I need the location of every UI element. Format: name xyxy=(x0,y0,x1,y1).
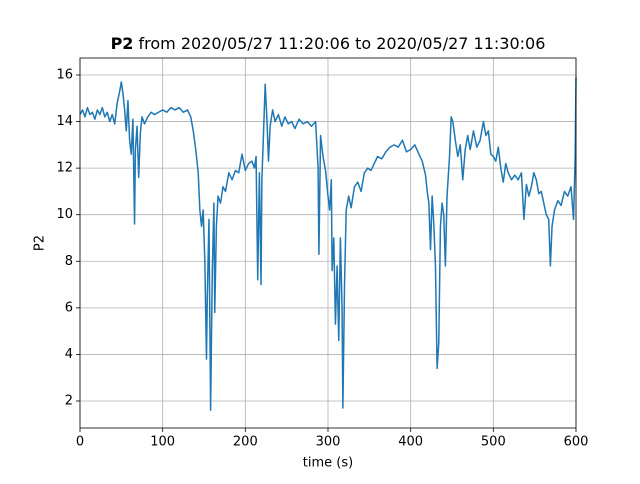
x-tick-label: 100 xyxy=(150,435,175,450)
y-tick-label: 10 xyxy=(56,207,73,222)
plot-frame xyxy=(79,57,577,429)
data-line xyxy=(79,77,577,412)
y-axis-label: P2 xyxy=(33,235,48,251)
x-tick-label: 500 xyxy=(481,435,506,450)
x-tick-label: 400 xyxy=(398,435,423,450)
x-tick-label: 0 xyxy=(76,435,84,450)
y-tick-label: 8 xyxy=(65,254,73,269)
x-tick-label: 200 xyxy=(233,435,258,450)
y-tick-label: 6 xyxy=(65,300,73,315)
x-tick-label: 300 xyxy=(316,435,341,450)
y-tick-label: 12 xyxy=(56,161,73,176)
chart-title: P2 from 2020/05/27 11:20:06 to 2020/05/2… xyxy=(111,34,546,53)
x-tick-label: 600 xyxy=(564,435,589,450)
title-bold: P2 xyxy=(111,34,134,53)
title-rest: from 2020/05/27 11:20:06 to 2020/05/27 1… xyxy=(139,34,546,53)
y-tick-label: 2 xyxy=(65,393,73,408)
y-tick-label: 16 xyxy=(56,67,73,82)
x-axis-label: time (s) xyxy=(303,456,353,471)
y-tick-label: 14 xyxy=(56,114,73,129)
y-tick-label: 4 xyxy=(65,347,73,362)
